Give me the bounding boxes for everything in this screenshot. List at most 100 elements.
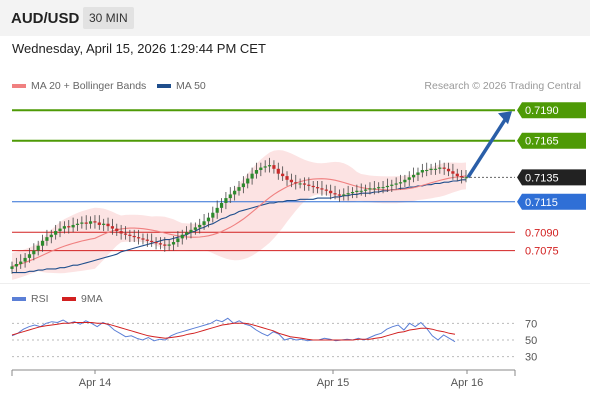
candle-body: [377, 187, 381, 189]
support-label: 0.7090: [525, 227, 559, 239]
candle-body: [58, 228, 62, 232]
candle-body: [206, 217, 211, 222]
candle-body: [71, 224, 75, 228]
candle-body: [464, 177, 468, 179]
candle-body: [390, 184, 394, 186]
candle-body: [233, 190, 237, 195]
candle-body: [315, 187, 320, 189]
candle-body: [202, 221, 206, 225]
x-tick-label: Apr 14: [79, 377, 111, 389]
candle-body: [294, 182, 298, 184]
resistance-label: 0.7165: [525, 136, 559, 148]
ma20-swatch: [12, 84, 26, 89]
candle-body: [19, 261, 23, 265]
candle-body: [189, 229, 193, 233]
candle-body: [259, 167, 263, 171]
candle-body: [403, 179, 407, 183]
candle-body: [145, 239, 149, 241]
timeframe-badge[interactable]: 30 MIN: [83, 7, 134, 29]
bollinger-band: [12, 150, 466, 280]
candle-body: [158, 243, 163, 245]
candle-body: [106, 223, 110, 227]
candle-body: [115, 228, 119, 232]
legend-9ma: 9MA: [62, 293, 103, 305]
candle-body: [198, 224, 202, 228]
candle-body: [263, 166, 267, 168]
candle-body: [285, 176, 289, 180]
top-bar: AUD/USD 30 MIN: [0, 0, 590, 36]
candle-body: [128, 234, 132, 236]
pivot-label: 0.7115: [525, 197, 558, 209]
candle-body: [346, 193, 350, 195]
candle-body: [110, 226, 115, 229]
rsi-label: RSI: [31, 293, 49, 305]
candle-body: [281, 173, 285, 177]
candle-body: [342, 194, 346, 196]
candle-body: [438, 167, 442, 169]
candle-body: [54, 231, 58, 235]
candle-body: [219, 202, 224, 208]
candle-body: [23, 257, 27, 262]
candle-body: [246, 178, 250, 184]
candle-body: [228, 194, 232, 199]
candle-body: [446, 168, 451, 172]
legend-ma20: MA 20 + Bollinger Bands: [12, 80, 146, 92]
legend-rsi: RSI: [12, 293, 49, 305]
candle-body: [36, 245, 40, 251]
candle-body: [119, 231, 123, 234]
forecast-arrow-shaft: [466, 117, 508, 179]
candle-body: [276, 168, 280, 174]
candle-body: [398, 182, 403, 184]
candle-body: [75, 223, 80, 225]
candle-body: [97, 222, 101, 225]
candle-body: [102, 223, 106, 225]
candle-body: [123, 233, 128, 235]
rsi-tick-label: 50: [525, 335, 537, 347]
candle-body: [62, 226, 66, 229]
candle-body: [355, 190, 359, 192]
candle-body: [163, 244, 167, 246]
candle-body: [333, 193, 337, 195]
candle-body: [267, 165, 272, 167]
candle-body: [350, 191, 355, 194]
current-tag: [517, 169, 586, 186]
candle-body: [324, 189, 328, 191]
candle-body: [302, 183, 307, 185]
candle-body: [250, 173, 254, 179]
candle-body: [67, 226, 71, 228]
x-tick-label: Apr 15: [317, 377, 349, 389]
candle-body: [167, 244, 171, 246]
candle-body: [412, 174, 416, 178]
candle-body: [359, 190, 363, 192]
candle-body: [171, 242, 176, 245]
candle-body: [320, 188, 324, 190]
ma9-swatch: [62, 297, 76, 302]
candle-body: [185, 232, 189, 235]
candle-body: [455, 173, 459, 177]
rsi-swatch: [12, 297, 26, 302]
support-label: 0.7075: [525, 246, 559, 258]
pair-title: AUD/USD: [11, 10, 80, 27]
candle-body: [381, 187, 385, 189]
ma20-line: [11, 175, 467, 268]
datetime-label: Wednesday, April 15, 2026 1:29:44 PM CET: [12, 41, 266, 56]
candle-body: [176, 238, 180, 243]
candle-body: [311, 185, 315, 188]
credit-text: Research © 2026 Trading Central: [424, 80, 581, 92]
candle-body: [363, 189, 368, 191]
x-tick-label: Apr 16: [451, 377, 483, 389]
rsi-line: [11, 317, 456, 343]
candle-body: [132, 235, 136, 238]
candle-body: [154, 242, 158, 244]
candle-body: [84, 222, 88, 224]
candle-body: [425, 170, 429, 172]
candle-body: [10, 266, 14, 269]
candle-body: [272, 165, 276, 169]
candle-body: [193, 227, 197, 230]
candle-body: [254, 170, 259, 174]
candle-body: [416, 172, 420, 175]
candle-body: [136, 237, 141, 239]
candle-body: [394, 183, 398, 185]
candle-body: [289, 179, 293, 183]
